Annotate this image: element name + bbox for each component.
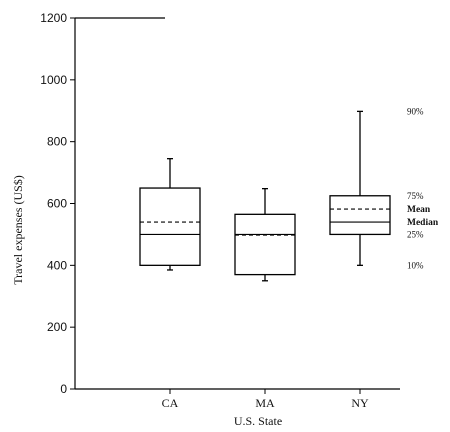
y-axis-ticks: 0 200 400 600 800 1000 1200 xyxy=(40,11,75,396)
annotation-75pct: 75% xyxy=(407,191,424,201)
y-tick-label: 200 xyxy=(47,320,67,334)
annotation-90pct: 90% xyxy=(407,106,424,116)
y-tick-label: 400 xyxy=(47,258,67,272)
box-iqr xyxy=(329,195,391,236)
x-tick-label: NY xyxy=(351,396,369,410)
box-iqr xyxy=(234,213,296,276)
annotation-mean: Mean xyxy=(407,205,431,215)
y-tick-label: 800 xyxy=(47,135,67,149)
annotation-10pct: 10% xyxy=(407,260,424,270)
x-axis-label: U.S. State xyxy=(234,414,282,428)
annotation-25pct: 25% xyxy=(407,229,424,239)
y-tick-label: 0 xyxy=(60,382,67,396)
y-axis-label: Travel expenses (US$) xyxy=(11,175,25,285)
box-ma xyxy=(234,188,296,282)
box-iqr xyxy=(139,187,201,266)
y-tick-label: 1200 xyxy=(40,11,67,25)
boxes xyxy=(139,110,391,282)
y-tick-label: 1000 xyxy=(40,73,67,87)
box-ny xyxy=(329,110,391,266)
box-ca xyxy=(139,158,201,271)
x-tick-label: CA xyxy=(162,396,179,410)
y-tick-label: 600 xyxy=(47,197,67,211)
annotation-median: Median xyxy=(407,218,439,228)
x-tick-label: MA xyxy=(255,396,275,410)
x-axis-categories: CA MA NY xyxy=(162,389,369,410)
